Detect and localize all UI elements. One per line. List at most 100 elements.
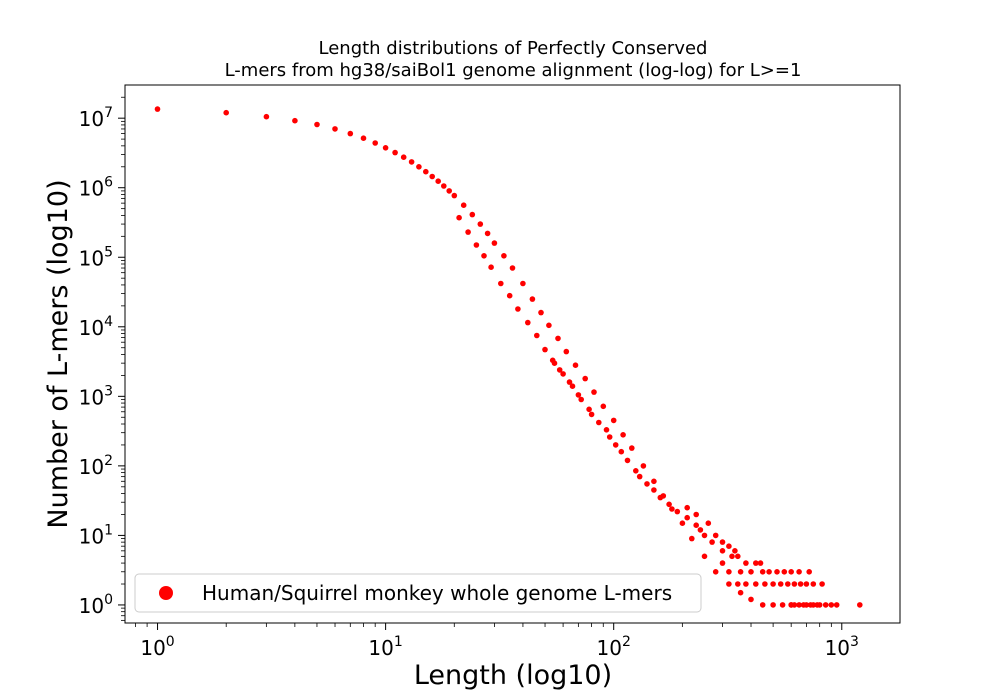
data-point bbox=[748, 596, 754, 603]
data-point bbox=[400, 154, 407, 160]
data-point bbox=[372, 140, 379, 146]
data-point bbox=[828, 602, 835, 608]
data-point bbox=[566, 379, 573, 385]
plot-frame bbox=[124, 84, 901, 624]
data-point bbox=[525, 319, 531, 326]
chart-title-line2: L-mers from hg38/saiBol1 genome alignmen… bbox=[225, 60, 802, 81]
data-point bbox=[753, 560, 759, 566]
data-point bbox=[546, 322, 552, 329]
data-point bbox=[807, 602, 814, 608]
data-point bbox=[701, 532, 708, 539]
data-point bbox=[629, 445, 635, 451]
y-axis-label: Number of L-mers (log10) bbox=[43, 179, 74, 528]
data-point bbox=[606, 434, 613, 440]
data-point bbox=[600, 403, 607, 410]
data-point bbox=[538, 309, 544, 316]
data-point bbox=[819, 581, 825, 587]
data-point bbox=[154, 106, 161, 112]
data-point bbox=[770, 581, 776, 587]
data-point bbox=[555, 335, 561, 342]
data-point bbox=[759, 569, 766, 575]
data-point bbox=[382, 145, 389, 151]
data-point bbox=[506, 292, 513, 299]
data-point bbox=[785, 581, 791, 587]
y-tick-label: 104 bbox=[79, 314, 113, 340]
data-point bbox=[788, 569, 794, 575]
data-point bbox=[679, 520, 686, 526]
y-tick-label: 103 bbox=[79, 383, 113, 409]
data-point bbox=[719, 560, 726, 566]
data-point bbox=[612, 442, 619, 448]
data-point bbox=[491, 240, 498, 246]
data-point bbox=[781, 569, 788, 575]
data-point bbox=[620, 432, 626, 438]
data-point bbox=[408, 159, 415, 165]
data-point bbox=[814, 602, 820, 608]
data-point bbox=[481, 253, 487, 259]
data-point bbox=[556, 367, 563, 373]
data-point bbox=[779, 602, 786, 608]
data-point bbox=[693, 511, 699, 518]
data-point bbox=[392, 149, 398, 156]
data-point bbox=[582, 375, 588, 382]
data-point bbox=[833, 602, 840, 608]
data-point bbox=[435, 178, 442, 184]
data-point bbox=[753, 581, 759, 587]
data-point bbox=[549, 357, 556, 364]
y-tick-label: 105 bbox=[79, 244, 113, 270]
data-point bbox=[684, 504, 690, 511]
data-point bbox=[441, 183, 447, 189]
data-point bbox=[719, 548, 726, 554]
x-axis-label: Length (log10) bbox=[414, 660, 612, 691]
data-point bbox=[484, 230, 491, 237]
data-point bbox=[460, 202, 467, 208]
data-point bbox=[263, 113, 270, 120]
data-point bbox=[743, 560, 749, 566]
data-point bbox=[803, 581, 810, 587]
y-tick-label: 107 bbox=[79, 105, 113, 131]
data-point bbox=[726, 581, 732, 587]
data-point bbox=[697, 527, 704, 533]
data-point bbox=[603, 427, 610, 433]
data-point bbox=[423, 168, 429, 175]
data-point bbox=[666, 501, 672, 508]
data-point bbox=[591, 389, 597, 395]
data-point bbox=[737, 589, 744, 596]
data-point bbox=[575, 392, 582, 398]
chart-title-line1: Length distributions of Perfectly Conser… bbox=[319, 38, 708, 59]
data-point bbox=[360, 135, 367, 141]
data-point bbox=[223, 109, 229, 116]
y-tick-label: 106 bbox=[79, 175, 113, 201]
data-point bbox=[292, 117, 298, 124]
data-point bbox=[542, 346, 548, 353]
data-point bbox=[529, 296, 536, 302]
data-point bbox=[726, 569, 732, 575]
data-point bbox=[737, 569, 744, 575]
x-tick-label: 102 bbox=[597, 634, 631, 660]
data-point bbox=[709, 539, 715, 545]
data-point bbox=[446, 188, 453, 194]
data-point bbox=[719, 539, 726, 545]
data-point bbox=[774, 569, 780, 575]
data-point bbox=[796, 602, 802, 608]
data-point bbox=[456, 214, 462, 221]
data-point bbox=[477, 221, 484, 227]
data-point bbox=[796, 569, 802, 575]
x-tick-label: 100 bbox=[140, 634, 174, 660]
data-point bbox=[633, 468, 639, 474]
data-point bbox=[515, 306, 521, 312]
data-point bbox=[735, 553, 741, 560]
data-point bbox=[766, 569, 772, 575]
data-point bbox=[332, 126, 338, 132]
data-point bbox=[743, 581, 749, 587]
legend-box bbox=[134, 573, 702, 613]
data-point bbox=[651, 478, 657, 485]
data-point bbox=[465, 229, 471, 235]
y-tick-label: 100 bbox=[79, 592, 113, 618]
data-point bbox=[578, 396, 584, 403]
data-point bbox=[640, 463, 647, 469]
legend-marker bbox=[159, 586, 173, 600]
data-point bbox=[729, 553, 735, 560]
data-point bbox=[569, 383, 576, 390]
